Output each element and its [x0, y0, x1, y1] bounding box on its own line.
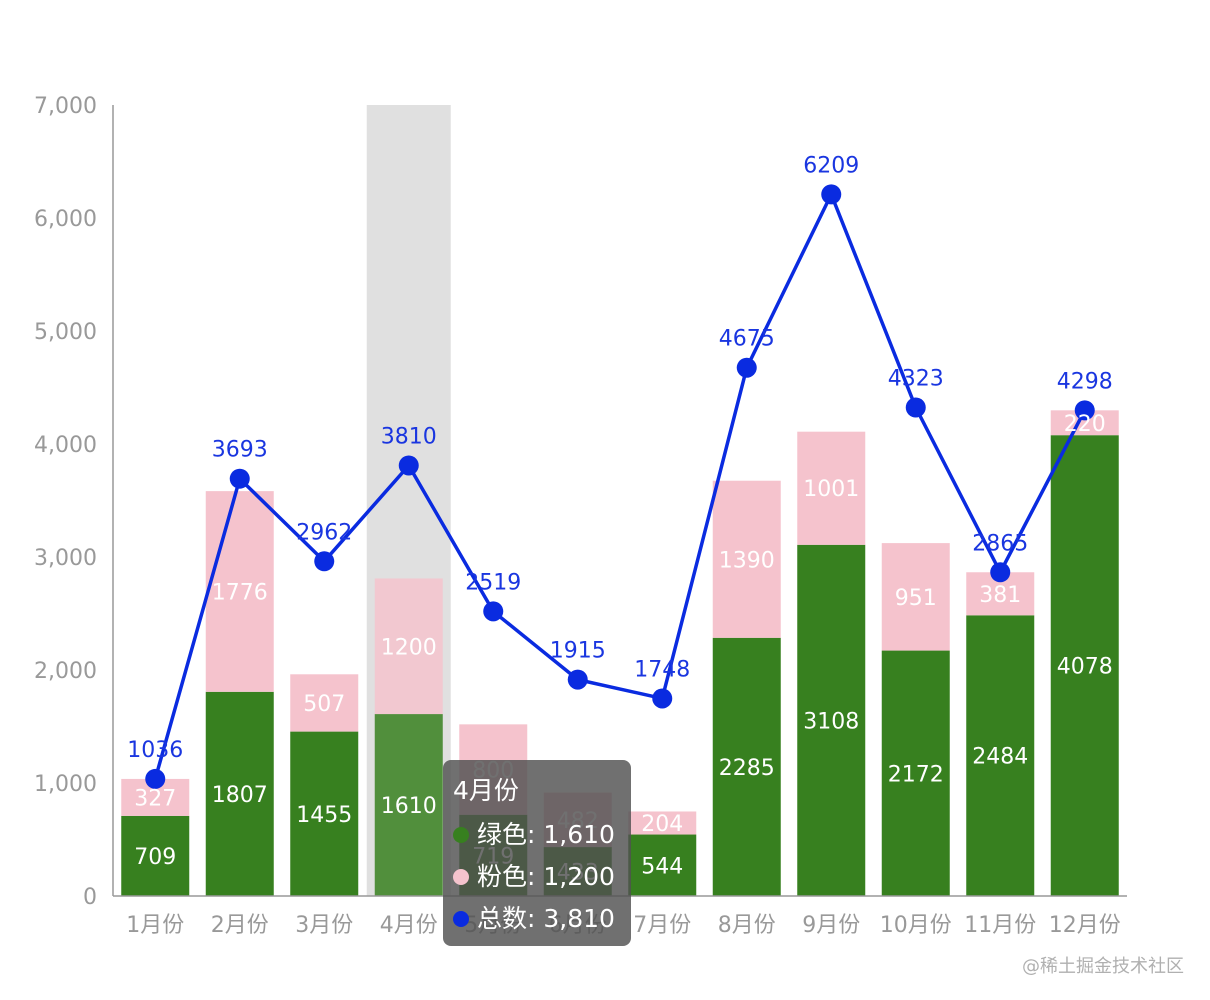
line-point [1074, 400, 1095, 421]
line-point [483, 601, 504, 622]
blue-dot-icon [453, 911, 469, 927]
tooltip-total-value: 总数: 3,810 [477, 904, 615, 933]
line-point-label: 4323 [888, 367, 944, 392]
line-point [990, 562, 1011, 583]
line-point-label: 2519 [465, 570, 521, 595]
bar-green [881, 650, 950, 896]
bar-green [797, 544, 866, 896]
line-point-label: 3810 [381, 424, 437, 449]
x-tick-label: 4月份 [380, 913, 438, 938]
bar-pink-label: 327 [134, 786, 176, 811]
x-tick-label: 7月份 [633, 913, 691, 938]
tooltip-green-value: 绿色: 1,610 [477, 820, 615, 849]
bar-pink-label: 507 [303, 692, 345, 717]
bar-pink-label: 220 [1064, 412, 1106, 437]
x-tick-label: 11月份 [964, 913, 1036, 938]
y-tick-label: 0 [83, 885, 97, 910]
line-point [652, 688, 673, 709]
y-tick-label: 2,000 [34, 659, 97, 684]
line-point-label: 1915 [550, 639, 606, 664]
line-point-label: 4298 [1057, 369, 1113, 394]
tooltip-row-total: 总数: 3,810 [453, 898, 631, 940]
bar-pink-label: 1390 [719, 548, 775, 573]
y-tick-label: 6,000 [34, 207, 97, 232]
line-point [736, 357, 757, 378]
line-point-label: 1036 [127, 738, 183, 763]
bar-pink-label: 1200 [381, 635, 437, 660]
line-point-label: 2865 [972, 531, 1028, 556]
line-point-label: 2962 [296, 520, 352, 545]
green-dot-icon [453, 827, 469, 843]
bar-pink [881, 543, 950, 651]
bar-pink [712, 480, 781, 638]
y-tick-label: 3,000 [34, 546, 97, 571]
x-tick-label: 12月份 [1049, 913, 1121, 938]
bar-green-label: 2172 [888, 762, 944, 787]
pink-dot-icon [453, 869, 469, 885]
x-tick-label: 1月份 [126, 913, 184, 938]
bar-green-label: 709 [134, 845, 176, 870]
bar-green-label: 1610 [381, 794, 437, 819]
bar-green-label: 2285 [719, 756, 775, 781]
line-point [145, 768, 166, 789]
bar-green-label: 2484 [972, 745, 1028, 770]
bar-green [712, 637, 781, 896]
bar-green [205, 691, 274, 896]
bar-green [966, 615, 1035, 896]
bar-green-label: 1807 [212, 783, 268, 808]
bar-pink-label: 951 [895, 586, 937, 611]
y-tick-label: 7,000 [34, 94, 97, 119]
line-point [229, 468, 250, 489]
line-point [821, 184, 842, 205]
y-tick-label: 4,000 [34, 433, 97, 458]
bar-green-label: 4078 [1057, 655, 1113, 680]
tooltip-row-pink: 粉色: 1,200 [453, 856, 631, 898]
x-tick-label: 10月份 [880, 913, 952, 938]
line-point [314, 551, 335, 572]
bar-pink-label: 1776 [212, 580, 268, 605]
x-tick-label: 8月份 [718, 913, 776, 938]
bar-green-label: 1455 [296, 803, 352, 828]
watermark: @稀土掘金技术社区 [1022, 956, 1184, 977]
line-point [398, 455, 419, 476]
tooltip-title: 4月份 [453, 776, 519, 805]
bar-green-label: 544 [641, 854, 683, 879]
tooltip-row-green: 绿色: 1,610 [453, 814, 631, 856]
x-tick-label: 2月份 [211, 913, 269, 938]
bar-pink [290, 674, 359, 732]
line-point [567, 669, 588, 690]
bar-green [121, 815, 190, 896]
bar-pink-label: 1001 [803, 477, 859, 502]
bar-pink [628, 811, 697, 835]
bar-pink-label: 381 [979, 583, 1021, 608]
tooltip: 4月份 绿色: 1,610 粉色: 1,200 总数: 3,810 [443, 760, 631, 946]
tooltip-pink-value: 粉色: 1,200 [477, 862, 615, 891]
line-point-label: 6209 [803, 153, 859, 178]
bar-green [628, 834, 697, 896]
bar-pink [374, 578, 443, 715]
bar-pink [205, 491, 274, 692]
bar-green-label: 3108 [803, 709, 859, 734]
line-point-label: 4675 [719, 327, 775, 352]
bar-green [1050, 435, 1119, 896]
x-tick-label: 9月份 [802, 913, 860, 938]
bar-green [290, 731, 359, 896]
x-tick-label: 3月份 [295, 913, 353, 938]
line-total [153, 192, 1087, 780]
line-point-label: 1748 [634, 657, 690, 682]
bar-pink [797, 431, 866, 545]
line-point [905, 397, 926, 418]
line-point-label: 3693 [212, 438, 268, 463]
y-tick-label: 5,000 [34, 320, 97, 345]
bar-green [374, 714, 443, 896]
bar-pink-label: 204 [641, 812, 683, 837]
y-tick-label: 1,000 [34, 772, 97, 797]
